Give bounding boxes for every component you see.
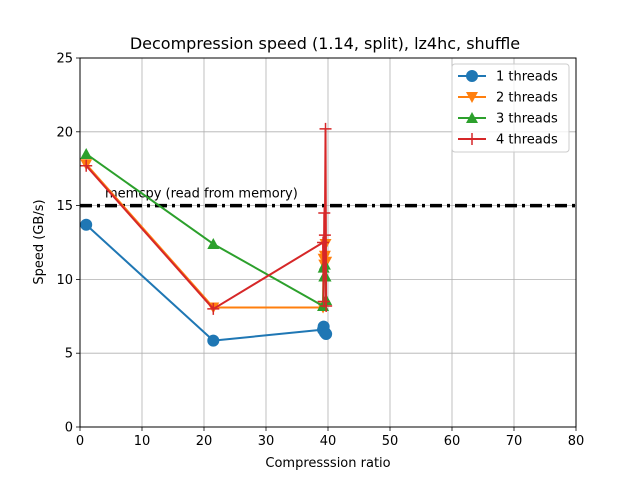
legend-label: 1 threads (496, 70, 558, 85)
data-point (317, 236, 330, 249)
data-point (320, 328, 333, 341)
y-tick-label: 20 (56, 125, 73, 140)
x-tick-label: 60 (444, 434, 461, 449)
y-tick-label: 10 (56, 273, 73, 288)
chart-title: Decompression speed (1.14, split), lz4hc… (130, 34, 520, 53)
x-tick-label: 70 (506, 434, 523, 449)
x-tick-label: 50 (382, 434, 399, 449)
legend-swatch-marker (466, 92, 478, 103)
reference-line-group: memcpy (read from memory) (80, 187, 576, 208)
x-tick-label: 10 (134, 434, 151, 449)
x-tick-label: 30 (258, 434, 275, 449)
legend-swatch-marker (466, 70, 478, 82)
y-tick-label: 15 (56, 199, 73, 214)
data-point (207, 237, 220, 249)
x-axis-label: Compresssion ratio (265, 456, 390, 471)
data-point (318, 229, 331, 242)
data-point (80, 159, 93, 172)
x-tick-label: 20 (196, 434, 213, 449)
legend-label: 2 threads (496, 91, 558, 106)
legend-swatch-marker (466, 112, 478, 123)
y-tick-label: 0 (65, 421, 73, 436)
legend-label: 3 threads (496, 112, 558, 127)
series-4-threads (80, 122, 333, 315)
y-tick-label: 25 (56, 52, 73, 67)
axis-ticks: 0 10 20 30 40 50 60 70 80 0 5 10 15 20 25 (56, 52, 584, 450)
legend: 1 threads 2 threads 3 threads 4 threads (451, 63, 570, 153)
memcpy-reference-label: memcpy (read from memory) (105, 187, 298, 202)
legend-swatch-marker (466, 133, 478, 145)
legend-box (451, 63, 570, 153)
data-point (80, 147, 93, 159)
series-1-threads (80, 218, 333, 347)
legend-item: 3 threads (458, 112, 558, 127)
y-tick-label: 5 (65, 347, 73, 362)
legend-label: 4 threads (496, 133, 558, 148)
data-point (207, 302, 220, 315)
x-tick-label: 80 (568, 434, 585, 449)
legend-item: 4 threads (458, 133, 558, 148)
series-group (80, 122, 333, 347)
x-tick-label: 0 (76, 434, 84, 449)
data-point (80, 218, 93, 231)
x-tick-label: 40 (320, 434, 337, 449)
data-point (318, 206, 331, 219)
legend-item: 2 threads (458, 91, 558, 106)
y-axis-label: Speed (GB/s) (32, 199, 47, 284)
series-line (85, 127, 328, 310)
data-point (319, 122, 332, 135)
data-point (207, 334, 220, 347)
data-point (320, 299, 333, 312)
legend-item: 1 threads (458, 70, 558, 85)
